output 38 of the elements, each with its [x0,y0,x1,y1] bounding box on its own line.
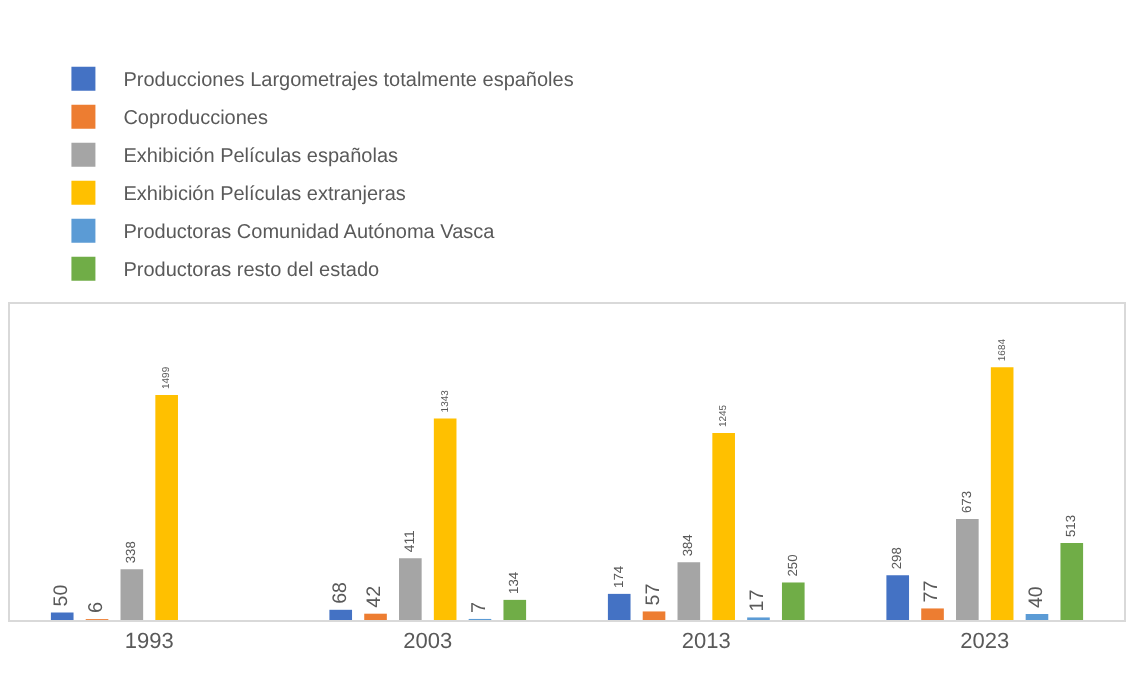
bar [399,558,422,620]
bar [329,609,353,620]
bar [990,367,1014,620]
data-label: 50 [51,583,74,607]
bar [433,418,457,620]
legend-label: Exhibición Películas extranjeras [123,184,406,207]
bar [921,608,944,620]
bar [155,394,178,620]
data-label: 57 [642,583,665,606]
bar [886,575,910,620]
bar [781,582,805,620]
bar [1025,614,1049,620]
bar [956,518,979,620]
data-label: 40 [1025,585,1048,608]
legend-label: Productoras Comunidad Autónoma Vasca [123,222,496,245]
legend-label: Coproducciones [123,108,268,131]
bar [1060,542,1084,620]
x-tick-label: 2013 [681,630,731,655]
data-label: 17 [747,589,770,612]
bar [50,612,74,620]
data-label: 42 [364,585,387,608]
bar [677,562,701,620]
x-tick-label: 2023 [960,630,1010,655]
bar [712,433,735,620]
data-label: 6 [86,601,109,614]
bar [364,613,387,620]
x-tick-label: 1993 [124,630,174,655]
data-label: 77 [921,580,944,603]
x-tick-label: 2003 [403,630,453,655]
legend-label: Productoras resto del estado [123,260,380,283]
data-label: 68 [329,580,352,604]
bar [120,569,144,620]
legend-label: Exhibición Películas españolas [123,146,399,169]
data-label: 7 [468,600,491,613]
bar [642,611,666,620]
bar [607,593,631,620]
legend-label: Producciones Largometrajes totalmente españoles [123,70,574,93]
bar [503,599,527,620]
